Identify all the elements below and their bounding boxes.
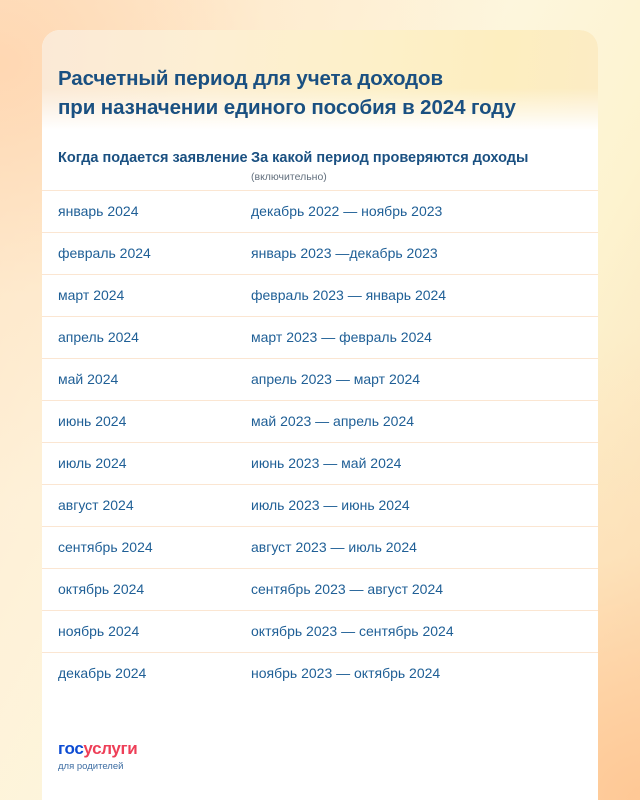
income-period-table: Когда подается заявление За какой период… bbox=[42, 130, 598, 800]
table-row: март 2024 февраль 2023 — январь 2024 bbox=[42, 274, 598, 316]
cell-application-month: октябрь 2024 bbox=[58, 581, 145, 598]
title-band: Расчетный период для учета доходов при н… bbox=[42, 30, 598, 130]
cell-income-period: апрель 2023 — март 2024 bbox=[251, 371, 421, 388]
table-row: апрель 2024 март 2023 — февраль 2024 bbox=[42, 316, 598, 358]
table-header-cell-period: За какой период проверяются доходы (вклю… bbox=[251, 149, 582, 190]
cell-application-month: январь 2024 bbox=[58, 203, 139, 220]
cell-application-month: апрель 2024 bbox=[58, 329, 139, 346]
content-card: Расчетный период для учета доходов при н… bbox=[42, 30, 598, 800]
cell-income-period: январь 2023 —декабрь 2023 bbox=[251, 245, 438, 262]
cell-income-period: август 2023 — июль 2024 bbox=[251, 539, 417, 556]
table-row: июнь 2024 май 2023 — апрель 2024 bbox=[42, 400, 598, 442]
page-title-line-2: при назначении единого пособия в 2024 го… bbox=[58, 95, 516, 119]
gosuslugi-logo-subtitle: для родителей bbox=[58, 760, 124, 772]
cell-income-period: октябрь 2023 — сентябрь 2024 bbox=[251, 623, 454, 640]
cell-income-period: ноябрь 2023 — октябрь 2024 bbox=[251, 665, 441, 682]
cell-application-month: июнь 2024 bbox=[58, 413, 127, 430]
table-row: сентябрь 2024 август 2023 — июль 2024 bbox=[42, 526, 598, 568]
cell-application-month: март 2024 bbox=[58, 287, 125, 304]
cell-application-month: июль 2024 bbox=[58, 455, 127, 472]
gosuslugi-logo-part-uslugi: услуги bbox=[83, 738, 138, 758]
cell-income-period: сентябрь 2023 — август 2024 bbox=[251, 581, 444, 598]
table-row: октябрь 2024 сентябрь 2023 — август 2024 bbox=[42, 568, 598, 610]
column-header-income-period: За какой период проверяются доходы bbox=[251, 150, 529, 166]
table-row: декабрь 2024 ноябрь 2023 — октябрь 2024 bbox=[42, 652, 598, 694]
gosuslugi-logo-wordmark: госуслуги bbox=[58, 738, 138, 758]
table-header-row: Когда подается заявление За какой период… bbox=[42, 130, 598, 190]
table-row: ноябрь 2024 октябрь 2023 — сентябрь 2024 bbox=[42, 610, 598, 652]
cell-income-period: декабрь 2022 — ноябрь 2023 bbox=[251, 203, 443, 220]
cell-income-period: июнь 2023 — май 2024 bbox=[251, 455, 402, 472]
table-row: июль 2024 июнь 2023 — май 2024 bbox=[42, 442, 598, 484]
cell-income-period: май 2023 — апрель 2024 bbox=[251, 413, 415, 430]
page-title-line-1: Расчетный период для учета доходов bbox=[58, 66, 443, 90]
cell-application-month: сентябрь 2024 bbox=[58, 539, 153, 556]
cell-application-month: август 2024 bbox=[58, 497, 134, 514]
cell-income-period: март 2023 — февраль 2024 bbox=[251, 329, 432, 346]
cell-application-month: май 2024 bbox=[58, 371, 119, 388]
table-header-cell-application: Когда подается заявление bbox=[58, 149, 251, 190]
table-row: февраль 2024 январь 2023 —декабрь 2023 bbox=[42, 232, 598, 274]
table-row: январь 2024 декабрь 2022 — ноябрь 2023 bbox=[42, 190, 598, 232]
gosuslugi-logo-part-gos: гос bbox=[58, 738, 84, 758]
cell-application-month: ноябрь 2024 bbox=[58, 623, 140, 640]
page-title: Расчетный период для учета доходов при н… bbox=[58, 64, 588, 122]
table-row: май 2024 апрель 2023 — март 2024 bbox=[42, 358, 598, 400]
gosuslugi-logo: госуслуги для родителей bbox=[58, 738, 138, 772]
column-header-application-month: Когда подается заявление bbox=[58, 150, 248, 166]
table-row: август 2024 июль 2023 — июнь 2024 bbox=[42, 484, 598, 526]
cell-income-period: июль 2023 — июнь 2024 bbox=[251, 497, 410, 514]
cell-application-month: декабрь 2024 bbox=[58, 665, 147, 682]
cell-income-period: февраль 2023 — январь 2024 bbox=[251, 287, 447, 304]
column-header-income-period-note: (включительно) bbox=[251, 171, 327, 184]
cell-application-month: февраль 2024 bbox=[58, 245, 151, 262]
